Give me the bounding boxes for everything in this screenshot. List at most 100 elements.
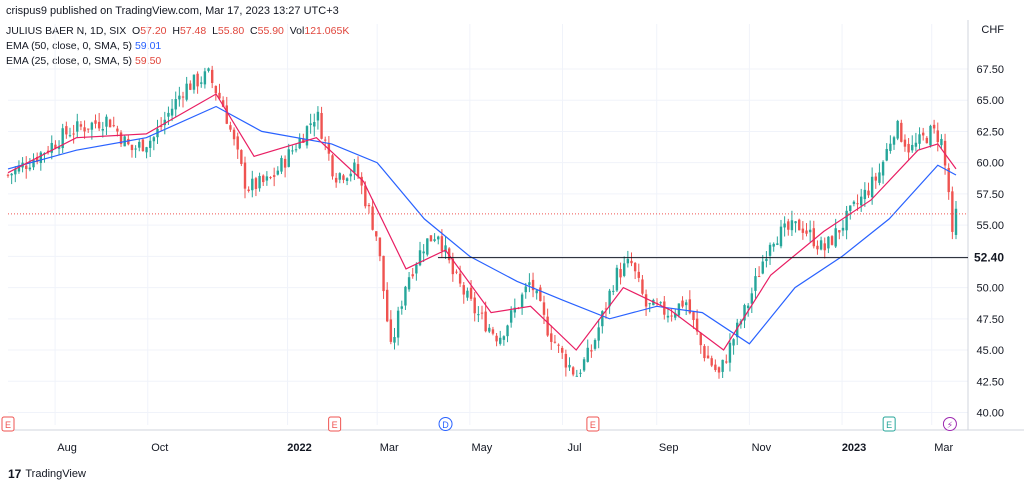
candle-body bbox=[787, 221, 790, 230]
y-tick-label: 60.00 bbox=[976, 158, 1004, 170]
candle-body bbox=[458, 273, 462, 284]
candle-body bbox=[302, 138, 305, 143]
candle-body bbox=[214, 85, 218, 94]
candle-body bbox=[375, 231, 378, 237]
candle-body bbox=[134, 148, 137, 150]
candle-body bbox=[535, 290, 538, 294]
candle-body bbox=[542, 302, 546, 315]
candle-body bbox=[586, 347, 589, 362]
candle-body bbox=[181, 96, 185, 98]
candle-body bbox=[524, 286, 527, 293]
event-marker-badge bbox=[942, 417, 957, 431]
candle-body bbox=[367, 205, 371, 207]
y-tick-label: 55.00 bbox=[976, 220, 1004, 232]
candle-body bbox=[808, 229, 812, 233]
candle-body bbox=[834, 228, 837, 247]
event-marker-label: E bbox=[590, 420, 596, 430]
candle-body bbox=[221, 100, 225, 107]
candle-body bbox=[400, 306, 403, 309]
candle-body bbox=[287, 149, 290, 167]
candle-body bbox=[338, 173, 341, 180]
candle-body bbox=[138, 141, 141, 148]
candle-body bbox=[706, 355, 710, 359]
candle-body bbox=[207, 68, 210, 71]
candle-body bbox=[951, 191, 954, 232]
candle-body bbox=[870, 176, 874, 198]
candle-body bbox=[506, 325, 509, 337]
support-level-label: 52.40 bbox=[974, 251, 1004, 265]
candle-body bbox=[626, 258, 630, 264]
event-marker-badge bbox=[328, 416, 342, 432]
candle-body bbox=[130, 144, 134, 151]
candle-body bbox=[32, 160, 35, 168]
candle-body bbox=[699, 333, 702, 346]
candle-body bbox=[345, 178, 349, 181]
event-marker-badge bbox=[882, 416, 896, 432]
candle-body bbox=[845, 210, 848, 231]
candle-body bbox=[276, 170, 280, 175]
candle-body bbox=[407, 277, 411, 290]
event-marker-badge bbox=[438, 417, 453, 431]
candle-body bbox=[462, 285, 465, 295]
candle-body bbox=[39, 152, 43, 164]
candle-body bbox=[371, 206, 374, 230]
event-marker-badge bbox=[586, 416, 600, 432]
candle-body bbox=[721, 359, 724, 372]
y-tick-label: 65.00 bbox=[976, 95, 1004, 107]
candle-body bbox=[404, 286, 407, 306]
candle-body bbox=[768, 244, 772, 256]
low-label: L bbox=[212, 25, 218, 37]
candle-body bbox=[218, 92, 221, 99]
candle-body bbox=[451, 258, 455, 275]
candle-body bbox=[185, 83, 188, 100]
candle-body bbox=[444, 245, 447, 253]
candle-body bbox=[178, 95, 181, 100]
candle-body bbox=[936, 130, 939, 143]
candle-body bbox=[477, 314, 480, 316]
candle-body bbox=[97, 121, 101, 129]
event-marker-badge bbox=[1, 416, 15, 432]
candle-body bbox=[116, 128, 119, 132]
candle-body bbox=[509, 310, 513, 323]
candle-body bbox=[637, 271, 640, 278]
x-tick-label: Aug bbox=[57, 442, 77, 454]
candle-body bbox=[229, 125, 232, 130]
candle-body bbox=[838, 230, 841, 233]
y-tick-label: 62.50 bbox=[976, 126, 1004, 138]
candle-body bbox=[670, 315, 673, 317]
candle-body bbox=[46, 150, 50, 153]
candle-body bbox=[546, 316, 549, 336]
candle-body bbox=[356, 164, 360, 177]
x-tick-label: 2022 bbox=[287, 442, 311, 454]
candle-body bbox=[710, 358, 713, 366]
candle-body bbox=[262, 175, 265, 183]
candle-body bbox=[743, 305, 746, 321]
candle-body bbox=[83, 127, 86, 132]
event-marker-label: D bbox=[442, 420, 449, 430]
candle-body bbox=[167, 112, 170, 117]
candle-body bbox=[327, 142, 331, 154]
candle-body bbox=[280, 157, 283, 172]
candle-body bbox=[688, 299, 692, 314]
candle-body bbox=[145, 147, 148, 153]
candle-body bbox=[914, 142, 918, 147]
candle-body bbox=[342, 175, 345, 180]
event-marker-label: E bbox=[332, 420, 338, 430]
candle-body bbox=[225, 105, 228, 124]
y-tick-label: 47.50 bbox=[976, 314, 1004, 326]
candle-body bbox=[112, 125, 115, 127]
candle-body bbox=[119, 132, 123, 145]
candle-body bbox=[331, 155, 334, 177]
candle-body bbox=[881, 161, 885, 176]
candle-body bbox=[360, 176, 363, 186]
candle-body bbox=[437, 236, 440, 240]
candle-body bbox=[349, 173, 352, 177]
event-marker: ⚡ bbox=[942, 417, 957, 431]
candle-body bbox=[619, 269, 622, 278]
candle-body bbox=[108, 119, 112, 128]
candle-body bbox=[856, 203, 859, 205]
candle-body bbox=[469, 287, 473, 299]
candle-body bbox=[455, 271, 458, 273]
publish-caption: crispus9 published on TradingView.com, M… bbox=[6, 5, 339, 17]
